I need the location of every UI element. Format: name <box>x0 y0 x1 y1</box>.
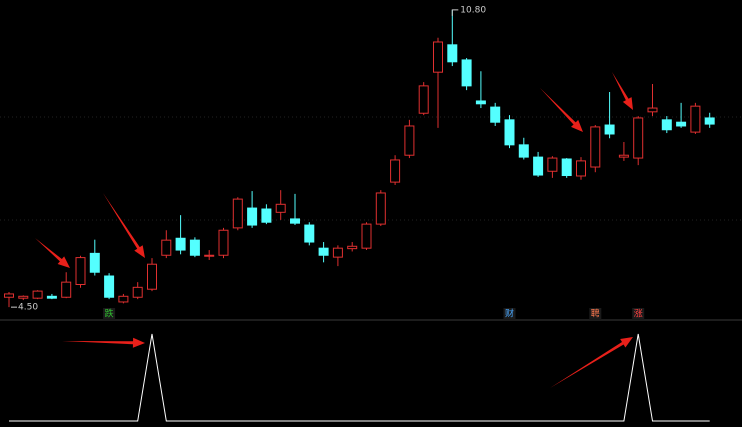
candle-body <box>475 100 486 105</box>
candle-body <box>189 239 200 256</box>
candle-body <box>447 44 458 63</box>
candle-body <box>618 154 629 158</box>
candle-body <box>461 59 472 87</box>
candle-body <box>590 126 601 168</box>
arrow <box>540 88 583 132</box>
indicator-line <box>9 333 710 422</box>
high-pointer <box>451 9 459 16</box>
candle-body <box>4 293 14 298</box>
candle-body <box>304 224 315 243</box>
candle-body <box>661 119 672 131</box>
candle-body <box>347 245 358 250</box>
marker-label: 涨 <box>634 309 643 320</box>
candle-body <box>561 158 572 177</box>
candle-body <box>275 203 286 213</box>
marker-box <box>103 308 116 320</box>
candle-body <box>390 159 401 183</box>
marker-box <box>632 308 645 320</box>
candle-body <box>490 106 501 123</box>
candle-body <box>375 192 386 225</box>
candle-body <box>104 275 115 298</box>
candle-body <box>332 247 343 258</box>
high-label: 10.80 <box>460 5 486 15</box>
arrow <box>612 72 633 110</box>
candle-body <box>676 121 687 127</box>
candle-body <box>75 257 86 286</box>
marker-box <box>589 308 602 320</box>
candle-body <box>547 157 558 172</box>
arrow <box>550 337 633 388</box>
marker-label: 跌 <box>105 309 114 320</box>
candle-body <box>61 281 72 298</box>
candle-body <box>504 119 515 146</box>
candle-body <box>147 263 157 290</box>
candle-body <box>232 198 243 229</box>
candle-body <box>433 41 443 73</box>
arrow <box>103 193 145 258</box>
candle-body <box>218 229 229 256</box>
candle-body <box>533 156 544 176</box>
candle-body <box>690 105 701 133</box>
candle-body <box>704 117 715 125</box>
candle-body <box>32 290 43 299</box>
candle-body <box>604 124 615 135</box>
candle-body <box>204 254 215 257</box>
candle-body <box>290 218 300 224</box>
candle-body <box>418 85 429 114</box>
low-label: 4.50 <box>18 303 38 313</box>
candle-body <box>647 107 658 113</box>
candle-body <box>404 125 415 156</box>
arrow <box>62 337 145 348</box>
candle-body <box>633 117 644 159</box>
candle-body <box>118 295 129 303</box>
candle-body <box>518 144 529 158</box>
candle-body <box>46 295 57 299</box>
candle-body <box>247 207 258 226</box>
candle-body <box>361 223 372 249</box>
marker-box <box>503 308 516 320</box>
candle-body <box>261 208 272 223</box>
marker-label: 财 <box>505 308 514 320</box>
candle-body <box>18 295 29 299</box>
candle-body <box>161 239 172 256</box>
candle-body <box>132 286 143 298</box>
marker-label: 聘 <box>591 308 600 320</box>
candle-body <box>318 247 329 256</box>
candle-body <box>175 237 186 251</box>
candle-body <box>89 252 100 273</box>
candle-body <box>576 160 586 177</box>
arrow <box>35 238 70 268</box>
